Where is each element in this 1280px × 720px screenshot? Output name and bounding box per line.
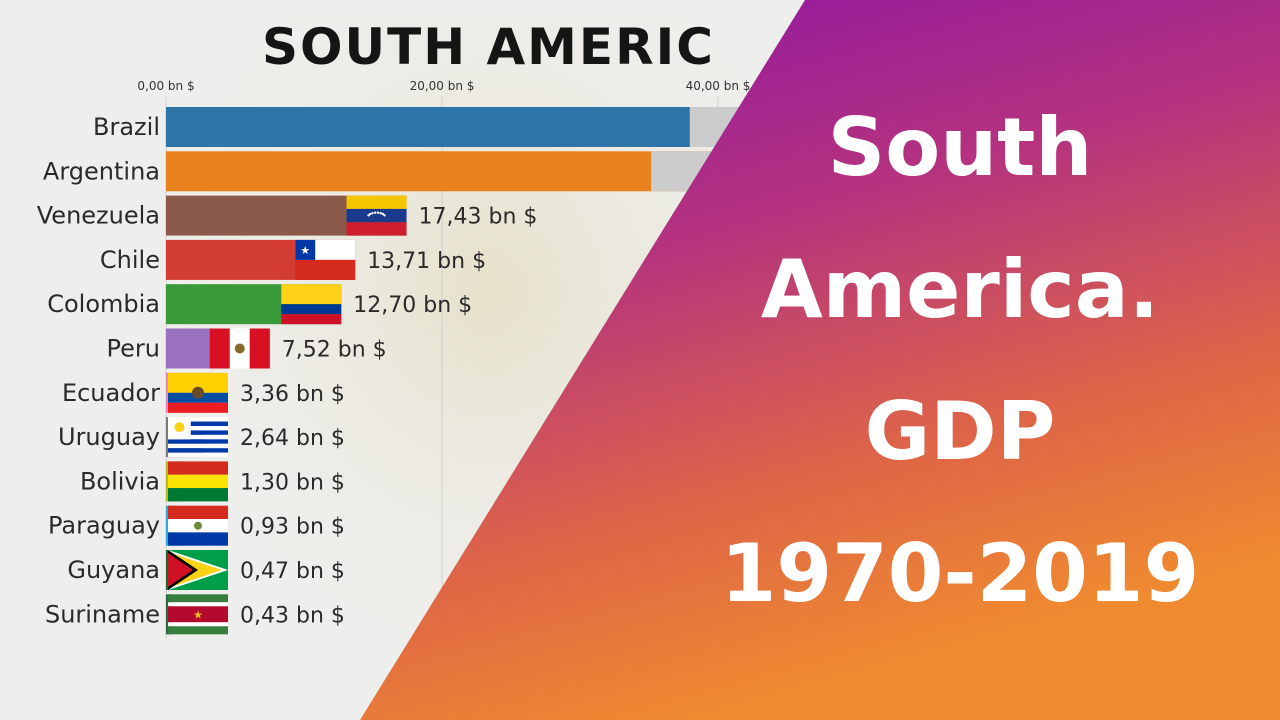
labels-layer: 0,00 bn $ 20,00 bn $ 40,00 bn $ Brazil Argen… <box>37 79 751 628</box>
category-label: Argentina <box>43 157 160 185</box>
value-label: 0,93 bn $ <box>240 515 345 540</box>
headline-line-2: America. <box>760 243 1160 336</box>
value-label: 17,43 bn $ <box>419 205 538 230</box>
x-tick-label: 40,00 bn $ <box>686 79 751 93</box>
category-label: Suriname <box>45 600 160 628</box>
headline-line-4: 1970-2019 <box>720 527 1200 620</box>
value-label: 1,30 bn $ <box>240 470 345 495</box>
flag-uruguay-icon <box>168 417 228 458</box>
value-label: 0,47 bn $ <box>240 559 345 584</box>
flag-guyana-icon <box>168 550 228 590</box>
flag-colombia-icon <box>281 284 342 325</box>
category-label: Venezuela <box>37 202 160 230</box>
flag-suriname-icon: ★ <box>168 594 228 635</box>
category-label: Bolivia <box>80 467 160 495</box>
category-label: Ecuador <box>62 379 160 407</box>
flag-bolivia-icon <box>168 461 228 502</box>
value-label: 3,36 bn $ <box>240 382 345 407</box>
value-label: 2,64 bn $ <box>240 426 345 451</box>
category-label: Uruguay <box>58 423 160 451</box>
flag-peru-icon <box>209 328 270 369</box>
flag-venezuela-icon <box>346 195 407 236</box>
diagonal-gradient-panel <box>360 0 1280 720</box>
headline-line-1: South <box>827 101 1093 194</box>
bar <box>166 107 750 147</box>
value-label: 0,43 bn $ <box>240 603 345 628</box>
value-label: 7,52 bn $ <box>282 338 387 363</box>
x-tick-label: 0,00 bn $ <box>137 79 194 93</box>
category-label: Chile <box>100 246 160 274</box>
category-label: Colombia <box>47 290 160 318</box>
bar <box>166 151 712 192</box>
value-label: 13,71 bn $ <box>367 249 486 274</box>
flag-chile-icon: ★ <box>295 239 356 280</box>
category-label: Paraguay <box>48 512 160 540</box>
flag-ecuador-icon <box>168 372 228 413</box>
category-label: Guyana <box>67 556 160 584</box>
headline-line-3: GDP <box>864 385 1056 478</box>
value-label: 12,70 bn $ <box>353 293 472 318</box>
category-label: Peru <box>107 335 160 363</box>
category-label: Brazil <box>93 113 160 141</box>
svg-text:★: ★ <box>193 608 203 621</box>
x-tick-label: 20,00 bn $ <box>410 79 475 93</box>
bars-layer: ★★ <box>166 107 750 635</box>
svg-text:★: ★ <box>300 244 310 257</box>
chart-title: SOUTH AMERIC <box>262 18 715 76</box>
headline: South America. GDP 1970-2019 <box>660 98 1260 666</box>
flag-paraguay-icon <box>168 505 228 546</box>
